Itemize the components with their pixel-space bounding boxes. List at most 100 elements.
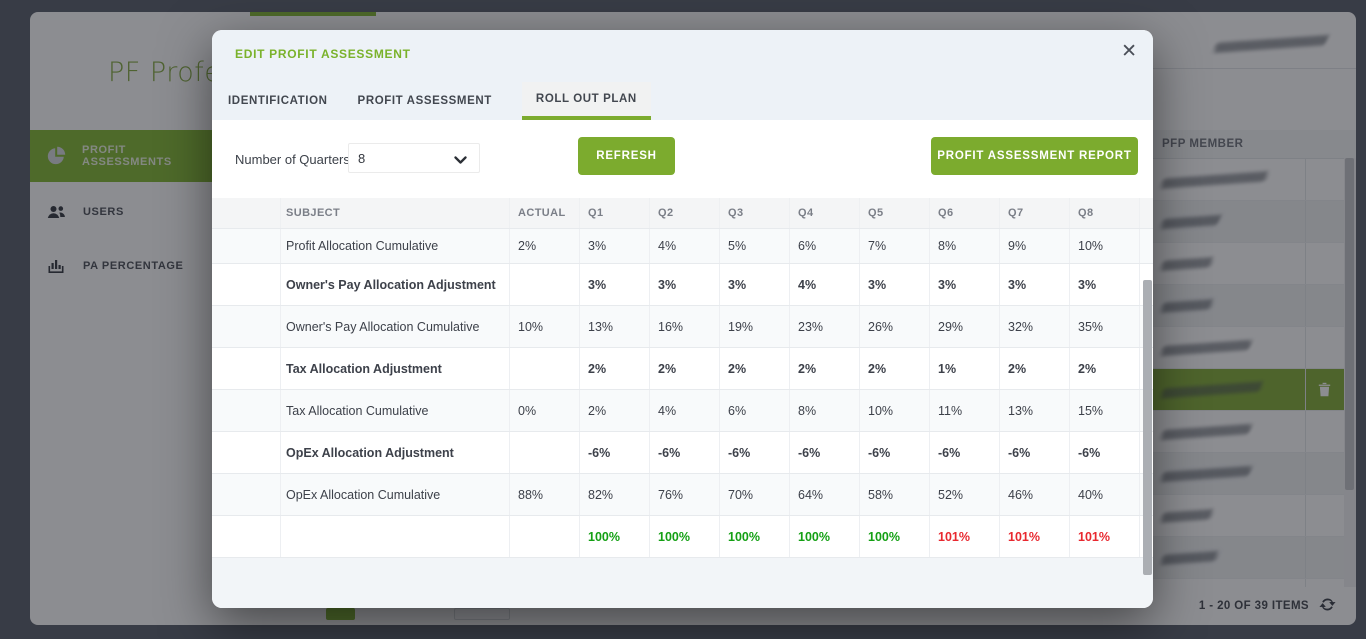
quarter-cell: 100% — [580, 516, 650, 557]
subject-cell: Tax Allocation Adjustment — [281, 348, 510, 389]
table-row: Tax Allocation Cumulative 0% 2% 4% 6% 8% 10% 11… — [212, 390, 1153, 432]
quarter-cell: 32% — [1000, 306, 1070, 347]
quarter-cell: 29% — [930, 306, 1000, 347]
subject-cell: Owner's Pay Allocation Cumulative — [281, 306, 510, 347]
modal-header: EDIT PROFIT ASSESSMENT ✕ IDENTIFICATION P… — [212, 30, 1153, 120]
column-header-q6: Q6 — [930, 198, 1000, 228]
close-icon[interactable]: ✕ — [1121, 41, 1137, 62]
quarter-cell: 5% — [720, 229, 790, 263]
quarter-cell[interactable]: 2% — [650, 348, 720, 389]
quarter-cell: 13% — [580, 306, 650, 347]
quarter-cell[interactable]: 2% — [1070, 348, 1140, 389]
actual-cell: 10% — [510, 306, 580, 347]
quarter-cell[interactable]: 4% — [790, 264, 860, 305]
quarter-cell: 100% — [650, 516, 720, 557]
quarter-cell: 35% — [1070, 306, 1140, 347]
actual-cell: 2% — [510, 229, 580, 263]
modal-scrollbar-thumb[interactable] — [1143, 280, 1152, 575]
column-header-q7: Q7 — [1000, 198, 1070, 228]
edit-profit-assessment-modal: EDIT PROFIT ASSESSMENT ✕ IDENTIFICATION P… — [212, 30, 1153, 608]
quarters-select-value: 8 — [358, 150, 366, 166]
quarter-cell[interactable]: 3% — [650, 264, 720, 305]
quarter-cell[interactable]: 3% — [930, 264, 1000, 305]
quarter-cell: 11% — [930, 390, 1000, 431]
quarter-cell: 46% — [1000, 474, 1070, 515]
modal-title: EDIT PROFIT ASSESSMENT — [235, 47, 411, 61]
column-header-q2: Q2 — [650, 198, 720, 228]
quarter-cell[interactable]: 2% — [790, 348, 860, 389]
table-row: Owner's Pay Allocation Cumulative 10% 13% 1… — [212, 306, 1153, 348]
actual-cell: 88% — [510, 474, 580, 515]
quarter-cell: 100% — [860, 516, 930, 557]
quarter-cell[interactable]: -6% — [580, 432, 650, 473]
quarters-label: Number of Quarters — [235, 151, 350, 167]
chevron-down-icon — [454, 153, 467, 168]
tab-profit-assessment[interactable]: PROFIT ASSESSMENT — [357, 95, 492, 107]
quarter-cell: 10% — [860, 390, 930, 431]
quarter-cell[interactable]: 2% — [860, 348, 930, 389]
quarter-cell: 26% — [860, 306, 930, 347]
rollout-table: SUBJECT ACTUAL Q1 Q2 Q3 Q4 Q5 Q6 Q7 Q8 Profit All… — [212, 198, 1153, 558]
rollout-table-body: Profit Allocation Cumulative 2% 3% 4% 5% 6% 7%… — [212, 229, 1153, 558]
quarter-cell[interactable]: -6% — [790, 432, 860, 473]
quarter-cell: 2% — [580, 390, 650, 431]
quarter-cell[interactable]: 2% — [720, 348, 790, 389]
quarter-cell: 19% — [720, 306, 790, 347]
quarter-cell[interactable]: 3% — [580, 264, 650, 305]
column-header-q4: Q4 — [790, 198, 860, 228]
quarter-cell: 58% — [860, 474, 930, 515]
table-row: Profit Allocation Cumulative 2% 3% 4% 5% 6% 7%… — [212, 229, 1153, 264]
quarter-cell[interactable]: 3% — [1070, 264, 1140, 305]
quarter-cell: 101% — [1070, 516, 1140, 557]
quarter-cell: 40% — [1070, 474, 1140, 515]
quarter-cell[interactable]: -6% — [860, 432, 930, 473]
modal-tabs: IDENTIFICATION PROFIT ASSESSMENT ROLL OUT … — [228, 82, 681, 120]
modal-body: Number of Quarters 8 REFRESH PROFIT ASSE… — [212, 120, 1153, 608]
column-header-q1: Q1 — [580, 198, 650, 228]
quarter-cell[interactable]: -6% — [720, 432, 790, 473]
quarter-cell[interactable]: 3% — [860, 264, 930, 305]
actual-cell — [510, 348, 580, 389]
actual-cell — [510, 432, 580, 473]
quarter-cell: 8% — [790, 390, 860, 431]
table-row: OpEx Allocation Cumulative 88% 82% 76% 70% 64… — [212, 474, 1153, 516]
quarter-cell[interactable]: 3% — [720, 264, 790, 305]
quarter-cell[interactable]: 2% — [1000, 348, 1070, 389]
quarter-cell[interactable]: -6% — [650, 432, 720, 473]
tab-identification[interactable]: IDENTIFICATION — [228, 95, 328, 107]
quarter-cell[interactable]: -6% — [930, 432, 1000, 473]
refresh-button[interactable]: REFRESH — [578, 137, 675, 175]
quarter-cell[interactable]: -6% — [1070, 432, 1140, 473]
gutter-cell — [212, 432, 281, 473]
gutter-cell — [212, 516, 281, 557]
column-header-subject: SUBJECT — [281, 198, 510, 228]
column-header-actual: ACTUAL — [510, 198, 580, 228]
quarter-cell: 76% — [650, 474, 720, 515]
quarter-cell[interactable]: 3% — [1000, 264, 1070, 305]
subject-cell: Owner's Pay Allocation Adjustment — [281, 264, 510, 305]
gutter-cell — [212, 264, 281, 305]
quarters-select[interactable]: 8 — [348, 143, 480, 173]
quarter-cell: 4% — [650, 390, 720, 431]
quarter-cell: 3% — [580, 229, 650, 263]
quarter-cell[interactable]: 1% — [930, 348, 1000, 389]
actual-cell: 0% — [510, 390, 580, 431]
quarter-cell: 9% — [1000, 229, 1070, 263]
quarter-cell: 16% — [650, 306, 720, 347]
modal-controls: Number of Quarters 8 REFRESH PROFIT ASSE… — [212, 120, 1153, 198]
quarter-cell: 6% — [790, 229, 860, 263]
quarter-cell: 52% — [930, 474, 1000, 515]
profit-assessment-report-button[interactable]: PROFIT ASSESSMENT REPORT — [931, 137, 1138, 175]
table-row: Owner's Pay Allocation Adjustment 3% 3% 3% 4… — [212, 264, 1153, 306]
table-row: OpEx Allocation Adjustment -6% -6% -6% -6% -6… — [212, 432, 1153, 474]
quarter-cell[interactable]: 2% — [580, 348, 650, 389]
header-gutter-cell — [212, 198, 281, 228]
gutter-cell — [212, 348, 281, 389]
quarter-cell: 100% — [720, 516, 790, 557]
column-header-q8: Q8 — [1070, 198, 1140, 228]
subject-cell — [281, 516, 510, 557]
quarter-cell: 8% — [930, 229, 1000, 263]
quarter-cell[interactable]: -6% — [1000, 432, 1070, 473]
actual-cell — [510, 264, 580, 305]
tab-roll-out-plan[interactable]: ROLL OUT PLAN — [521, 82, 651, 120]
